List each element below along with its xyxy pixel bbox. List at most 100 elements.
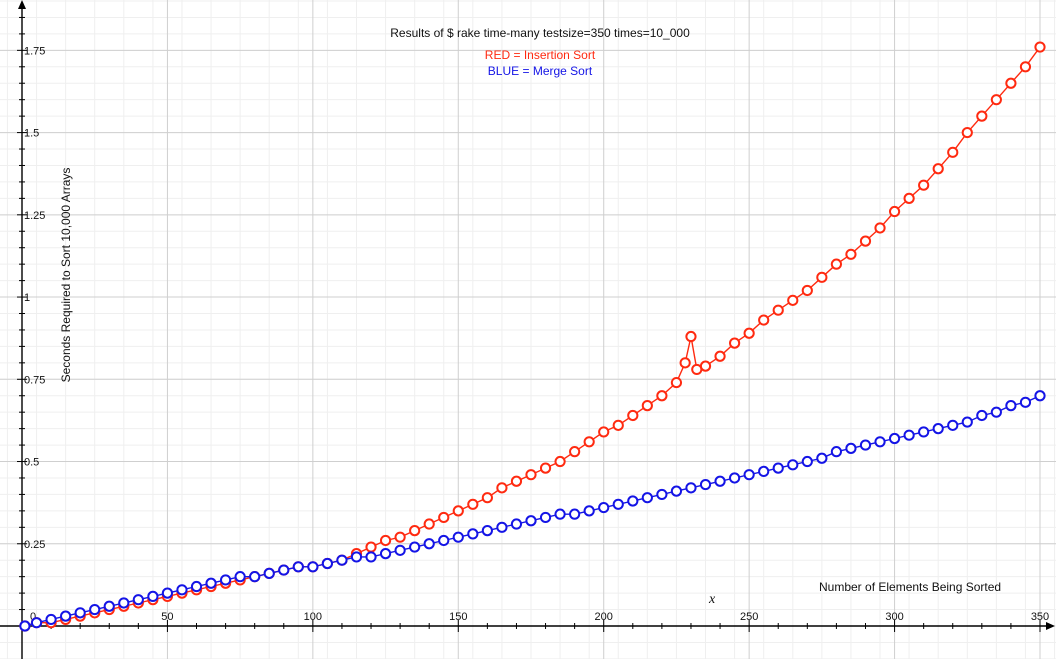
data-point [510, 475, 523, 487]
data-point [220, 574, 232, 586]
data-point [859, 235, 872, 247]
data-point [801, 455, 813, 468]
data-point [1005, 77, 1017, 89]
data-point [656, 488, 668, 501]
data-point [481, 492, 493, 504]
data-point [554, 455, 566, 468]
x-axis-title: Number of Elements Being Sorted [819, 580, 1002, 594]
data-point [525, 515, 537, 527]
data-point [845, 248, 857, 260]
data-point [772, 304, 784, 316]
y-tick-label: 0.5 [24, 457, 39, 469]
data-point [699, 360, 712, 372]
y-axis-title: Seconds Required to Sort 10,000 Arrays [59, 167, 73, 383]
data-point [612, 419, 624, 431]
data-point [830, 446, 843, 458]
data-point [714, 475, 726, 487]
data-point [307, 561, 319, 573]
data-point [379, 548, 392, 560]
data-point [743, 469, 755, 481]
chart-title: Results of $ rake time-many testsize=350… [390, 26, 690, 40]
data-point [19, 620, 31, 632]
data-point [278, 564, 290, 576]
data-point [554, 508, 566, 520]
data-point [30, 617, 43, 629]
data-point [452, 531, 464, 543]
series-insertion-sort [19, 41, 1046, 632]
y-tick-label: 1.25 [24, 210, 45, 222]
data-point [627, 495, 639, 507]
data-point [365, 541, 377, 553]
data-point [874, 436, 886, 448]
data-point [874, 222, 886, 234]
data-point [525, 469, 537, 481]
data-point [438, 511, 450, 524]
data-point [714, 350, 726, 362]
data-point [918, 179, 930, 191]
x-axis-variable-label: x [709, 592, 716, 607]
tick-labels: 50 100 150 200 250 300 350 0.25 0.5 0.75 1 1.25 1.5 1… [24, 45, 1049, 623]
data-point [336, 554, 348, 566]
x-tick-label: 350 [1031, 611, 1049, 623]
data-point [598, 501, 610, 514]
data-point [467, 528, 479, 540]
data-point [539, 511, 552, 524]
data-point [1019, 396, 1032, 408]
y-tick-label: 1.5 [24, 128, 39, 140]
data-point [612, 498, 624, 510]
data-point [670, 485, 683, 497]
data-point [452, 505, 464, 517]
data-point [365, 551, 377, 563]
data-point [569, 446, 581, 458]
data-point [932, 163, 944, 175]
data-point [583, 436, 595, 448]
data-point [539, 462, 552, 474]
x-axis-arrow-icon [1046, 622, 1055, 630]
data-point [234, 571, 246, 583]
y-tick-label: 1 [24, 292, 30, 304]
data-point [45, 613, 57, 626]
data-point [1034, 41, 1046, 53]
data-point [510, 518, 523, 530]
data-point [394, 531, 406, 543]
data-point [641, 400, 653, 412]
data-point [758, 314, 770, 326]
legend-insertion-sort: RED = Insertion Sort [484, 48, 596, 62]
data-point [89, 603, 101, 616]
data-point [350, 551, 363, 563]
data-point [263, 567, 275, 579]
data-point [394, 544, 406, 556]
data-point [205, 577, 217, 589]
data-point [947, 419, 959, 431]
data-point [481, 525, 493, 537]
y-tick-label: 0.75 [24, 374, 45, 386]
data-point [423, 518, 435, 530]
data-point [147, 590, 159, 602]
data-point [118, 597, 130, 609]
data-point [60, 610, 72, 622]
data-point [772, 462, 784, 474]
data-point [321, 557, 333, 570]
data-point [656, 390, 668, 402]
y-axis-arrow-icon [18, 0, 26, 9]
x-tick-label: 100 [304, 611, 322, 623]
data-point [990, 94, 1002, 106]
x-tick-label: 200 [595, 611, 613, 623]
data-point [816, 452, 828, 464]
data-point [801, 284, 813, 297]
data-point [787, 294, 799, 306]
axis-ticks [17, 16, 1041, 632]
data-point [990, 406, 1002, 418]
data-point [627, 409, 639, 422]
data-point [903, 192, 915, 204]
y-tick-label: 0.25 [24, 539, 45, 551]
data-point [1005, 400, 1017, 412]
data-point [859, 439, 872, 451]
data-point [1019, 61, 1032, 73]
x-tick-label: 50 [161, 611, 173, 623]
series-merge-sort [19, 390, 1046, 632]
data-point [103, 600, 115, 612]
data-point [787, 459, 799, 471]
data-point [190, 580, 203, 593]
